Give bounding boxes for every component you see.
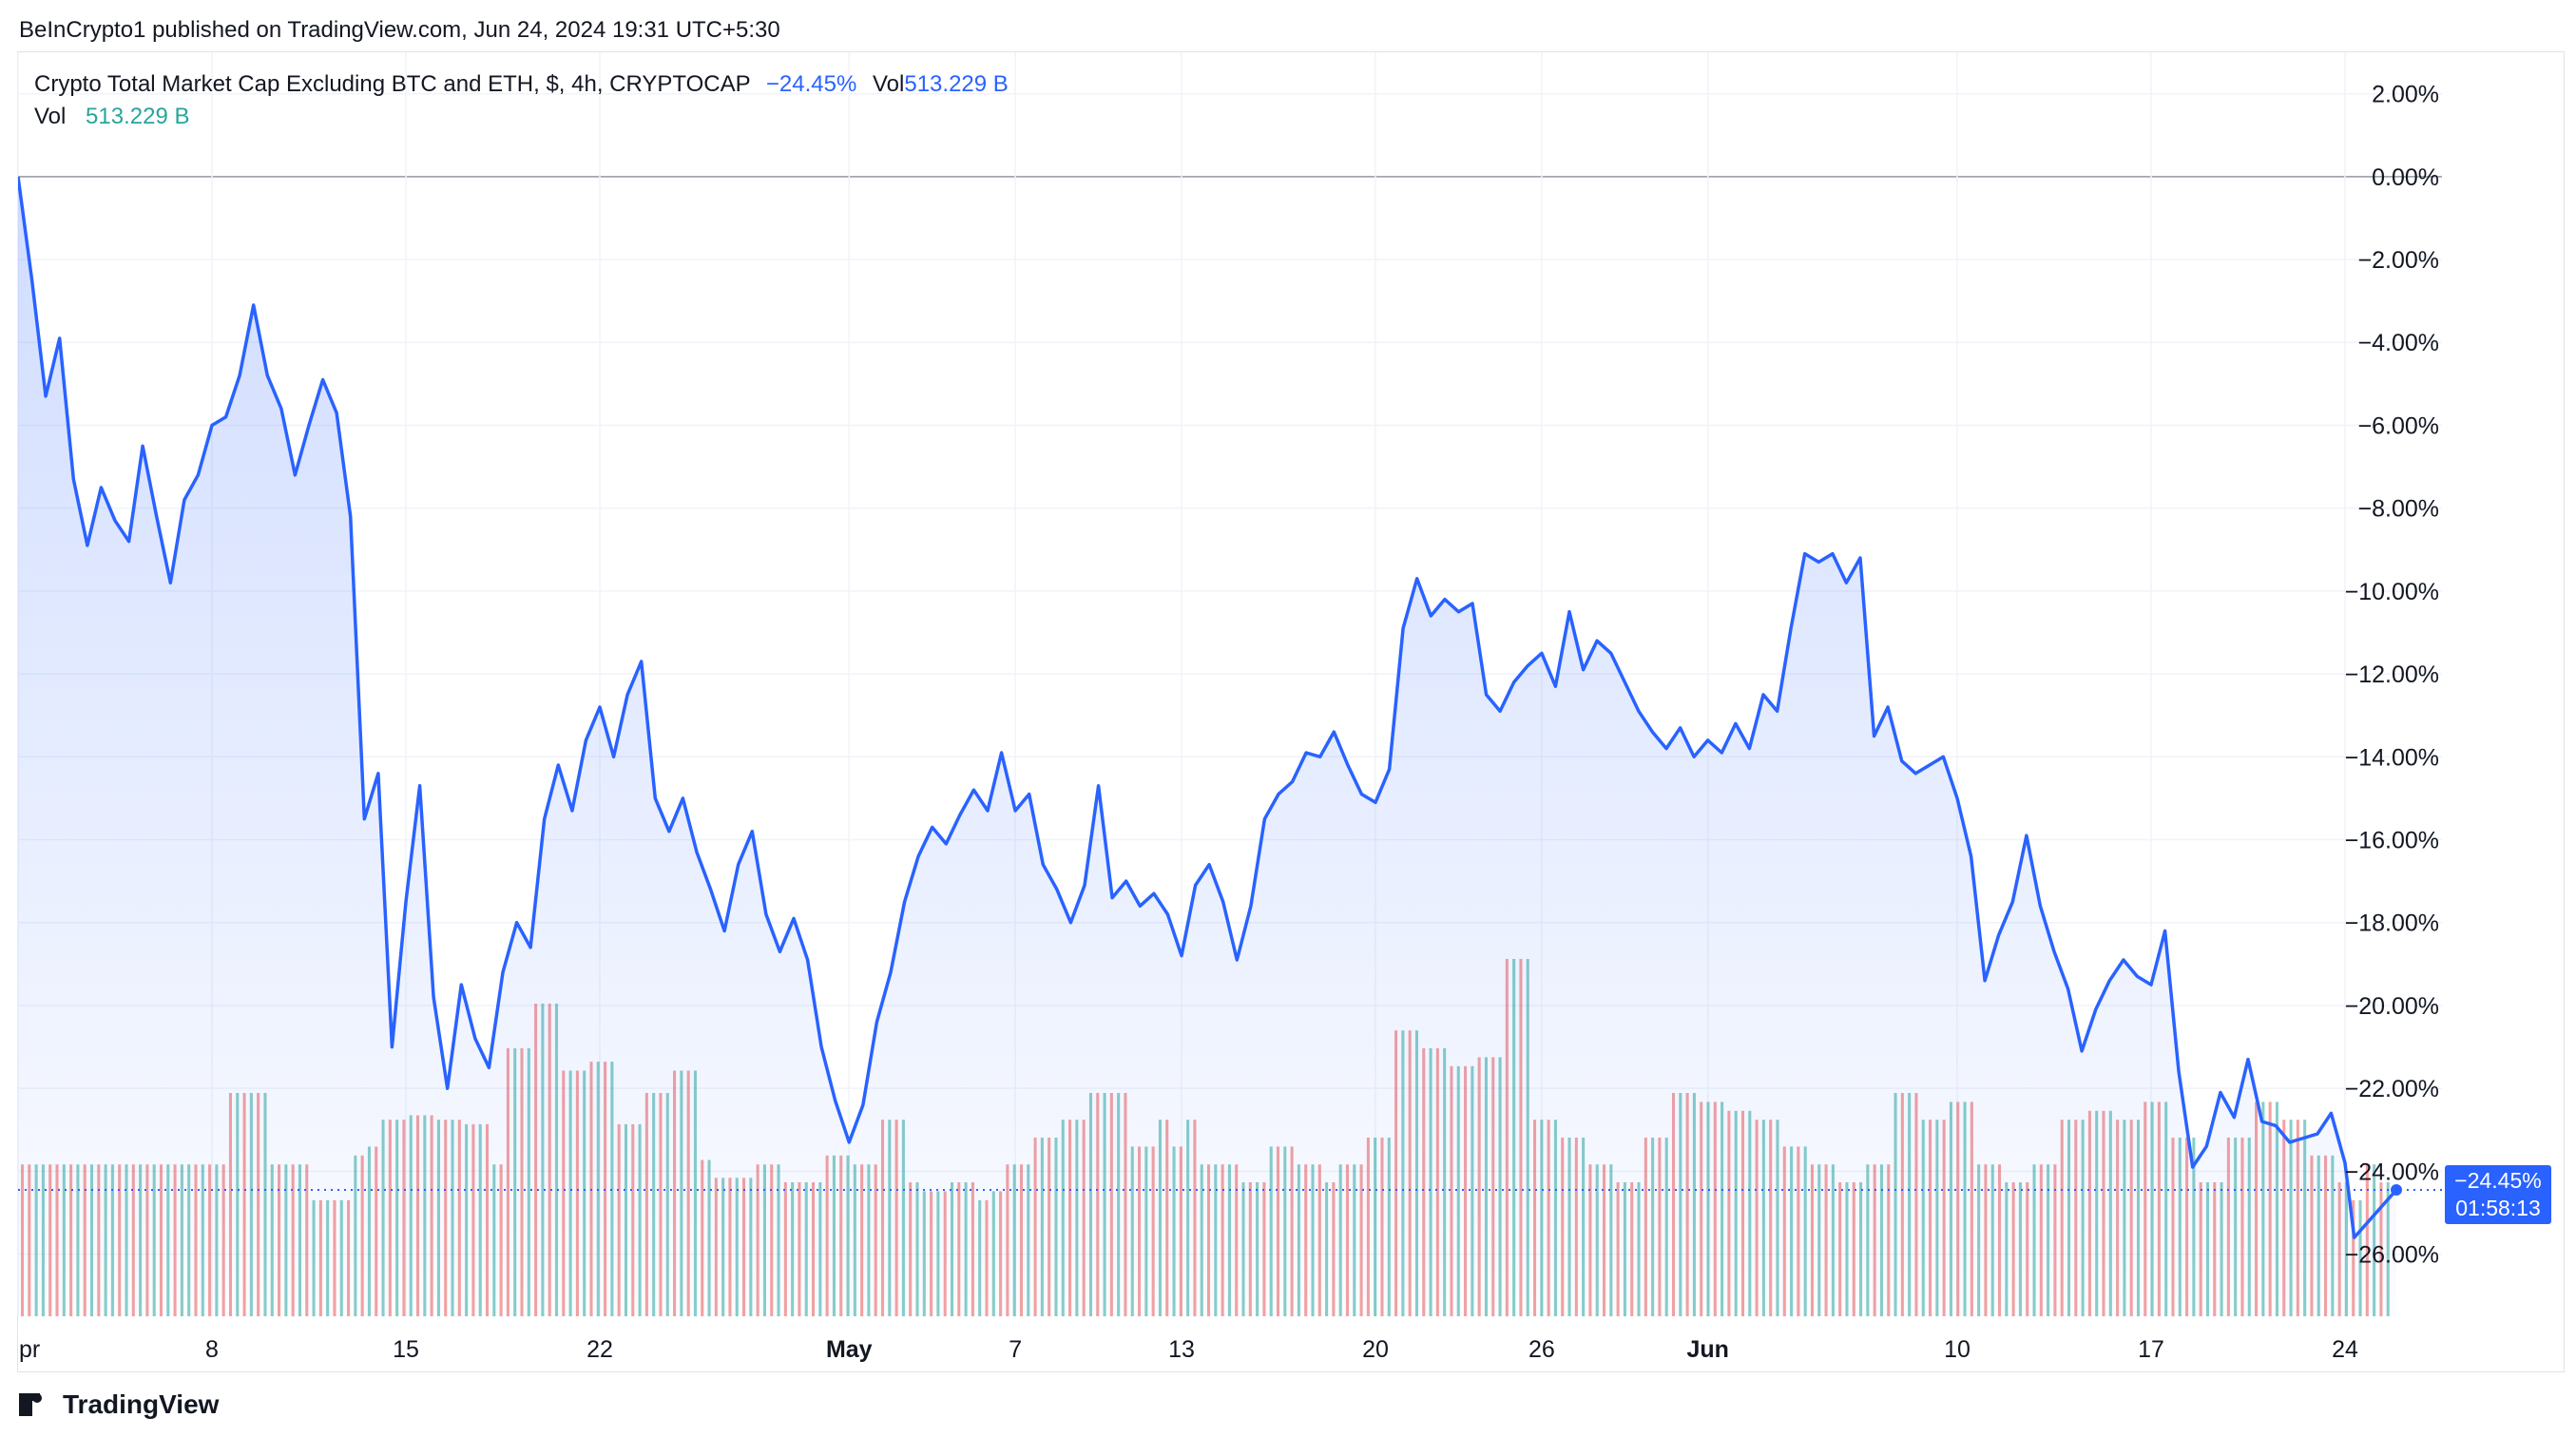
x-tick-label: 8 bbox=[205, 1336, 219, 1363]
legend-vol-label: Vol bbox=[872, 71, 905, 97]
y-tick-label: 2.00% bbox=[2372, 82, 2439, 108]
y-tick-label: −20.00% bbox=[2345, 993, 2439, 1020]
last-value-label: −24.45% bbox=[2454, 1168, 2541, 1193]
series-line bbox=[18, 176, 2398, 1239]
x-axis[interactable]: pr 8 15 22 May 7 13 20 26 Jun 10 17 24 bbox=[19, 1336, 2358, 1363]
x-tick-label: May bbox=[826, 1336, 873, 1363]
tradingview-logo-icon bbox=[19, 1393, 55, 1416]
x-tick-label: Jun bbox=[1686, 1336, 1728, 1363]
last-value-tag bbox=[2445, 1165, 2551, 1224]
y-tick-label: −22.00% bbox=[2345, 1076, 2439, 1102]
x-tick-label: 15 bbox=[393, 1336, 419, 1363]
x-tick-label: 22 bbox=[586, 1336, 613, 1363]
x-tick-label: 7 bbox=[1009, 1336, 1022, 1363]
x-tick-label: pr bbox=[19, 1336, 40, 1363]
y-tick-label: −14.00% bbox=[2345, 744, 2439, 771]
footer-brand-name: TradingView bbox=[63, 1389, 220, 1419]
y-tick-label: −12.00% bbox=[2345, 661, 2439, 688]
y-tick-label: 0.00% bbox=[2372, 164, 2439, 191]
last-value-marker: −24.45% 01:58:13 bbox=[18, 1165, 2551, 1224]
legend-vol-value: 513.229 B bbox=[904, 71, 1009, 97]
y-tick-label: −8.00% bbox=[2358, 496, 2440, 523]
y-tick-label: −16.00% bbox=[2345, 828, 2439, 854]
y-tick-label: −18.00% bbox=[2345, 910, 2439, 937]
x-tick-label: 26 bbox=[1528, 1336, 1555, 1363]
y-tick-label: −4.00% bbox=[2358, 330, 2440, 356]
y-tick-label: −10.00% bbox=[2345, 579, 2439, 605]
x-tick-label: 13 bbox=[1168, 1336, 1195, 1363]
legend-symbol[interactable]: Crypto Total Market Cap Excluding BTC an… bbox=[34, 71, 751, 97]
y-tick-label: −6.00% bbox=[2358, 412, 2440, 439]
publisher-line: BeInCrypto1 published on TradingView.com… bbox=[19, 17, 780, 43]
legend-main-row: Crypto Total Market Cap Excluding BTC an… bbox=[34, 68, 1009, 101]
area-fill bbox=[18, 176, 2396, 1316]
x-tick-label: 20 bbox=[1362, 1336, 1389, 1363]
x-tick-label: 17 bbox=[2138, 1336, 2164, 1363]
countdown-label: 01:58:13 bbox=[2455, 1196, 2541, 1220]
chart-legend: Crypto Total Market Cap Excluding BTC an… bbox=[34, 68, 1009, 133]
price-area bbox=[18, 176, 2398, 1316]
footer-brand[interactable]: TradingView bbox=[19, 1389, 219, 1420]
last-point bbox=[2391, 1184, 2402, 1196]
y-axis[interactable]: 2.00% 0.00% −2.00% −4.00% −6.00% −8.00% −10.00… bbox=[2345, 82, 2439, 1269]
legend-vol2-label[interactable]: Vol bbox=[34, 104, 67, 129]
legend-change: −24.45% bbox=[765, 71, 857, 97]
x-tick-label: 10 bbox=[1944, 1336, 1970, 1363]
legend-vol2-value: 513.229 B bbox=[86, 104, 190, 129]
y-tick-label: −2.00% bbox=[2358, 247, 2440, 274]
y-tick-label: −26.00% bbox=[2345, 1242, 2439, 1269]
x-tick-label: 24 bbox=[2332, 1336, 2358, 1363]
legend-volume-row: Vol 513.229 B bbox=[34, 101, 1009, 133]
y-tick-label: −24.00% bbox=[2345, 1159, 2439, 1185]
